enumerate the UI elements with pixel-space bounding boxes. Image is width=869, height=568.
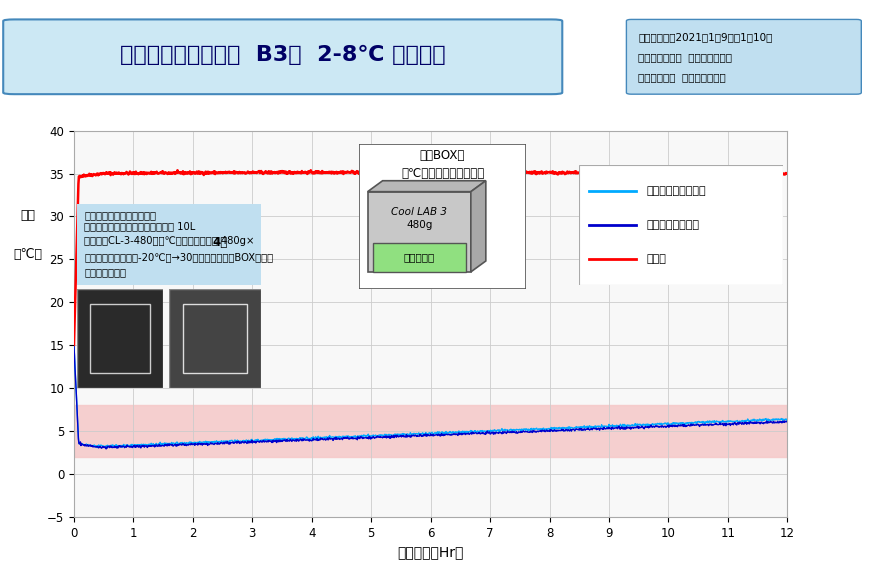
Text: 投入条件：冷凍庫（-20℃）→30分室温放置後、BOX内投入: 投入条件：冷凍庫（-20℃）→30分室温放置後、BOX内投入 bbox=[84, 253, 273, 262]
アルミ内箱内中心部 bbox=[91, 444, 102, 451]
Text: （℃）: （℃） bbox=[13, 248, 42, 261]
Text: 4枚: 4枚 bbox=[212, 236, 228, 249]
アルミ内箱内中心部 bbox=[69, 341, 79, 348]
アルミ内箱内中心部 bbox=[348, 433, 359, 440]
Text: 定温輸送容器セット  B3案  2-8℃ 温度試験: 定温輸送容器セット B3案 2-8℃ 温度試験 bbox=[120, 45, 445, 65]
Text: 試験実施場所：  ㈱スギヤマゲン: 試験実施場所： ㈱スギヤマゲン bbox=[637, 52, 732, 62]
Line: 外気温: 外気温 bbox=[74, 170, 786, 345]
Line: アルミ内箱内スミ: アルミ内箱内スミ bbox=[74, 345, 786, 449]
アルミ内箱内中心部 bbox=[540, 425, 550, 432]
アルミ内箱内スミ bbox=[69, 342, 79, 349]
Text: 試験実施者：  ㈱スギヤマゲン: 試験実施者： ㈱スギヤマゲン bbox=[637, 72, 725, 82]
Text: 使用ボックス　：　発泡ボックス 10L: 使用ボックス ： 発泡ボックス 10L bbox=[84, 222, 196, 232]
外気温 bbox=[348, 170, 359, 177]
外気温 bbox=[305, 167, 315, 174]
Text: ＜温度計測試験実施条件＞: ＜温度計測試験実施条件＞ bbox=[84, 210, 156, 220]
外気温 bbox=[540, 170, 550, 177]
アルミ内箱内中心部 bbox=[781, 417, 792, 424]
外気温 bbox=[366, 169, 376, 176]
アルミ内箱内スミ bbox=[719, 421, 729, 428]
アルミ内箱内中心部 bbox=[657, 420, 667, 427]
アルミ内箱内スミ bbox=[366, 434, 376, 441]
Text: 480g: 480g bbox=[406, 220, 432, 230]
アルミ内箱内スミ bbox=[540, 428, 550, 435]
Bar bbox=[74, 406, 786, 457]
Polygon shape bbox=[368, 181, 485, 191]
Polygon shape bbox=[470, 181, 485, 272]
外気温 bbox=[781, 170, 792, 177]
FancyBboxPatch shape bbox=[626, 19, 860, 94]
アルミ内箱内中心部 bbox=[366, 433, 376, 440]
アルミ内箱内スミ bbox=[101, 445, 111, 452]
Bar bbox=[90, 304, 150, 373]
外気温 bbox=[69, 341, 79, 348]
FancyBboxPatch shape bbox=[73, 202, 264, 287]
Text: Cool LAB 3: Cool LAB 3 bbox=[391, 207, 447, 217]
Text: アルミ内箱内スミ: アルミ内箱内スミ bbox=[646, 220, 699, 230]
Bar bbox=[372, 243, 465, 272]
FancyBboxPatch shape bbox=[3, 19, 561, 94]
Text: ３℃保冷剤セッティング: ３℃保冷剤セッティング bbox=[401, 167, 484, 180]
Bar bbox=[368, 191, 470, 272]
X-axis label: 経過時間（Hr）: 経過時間（Hr） bbox=[397, 545, 463, 559]
アルミ内箱内スミ bbox=[781, 417, 792, 424]
Line: アルミ内箱内中心部: アルミ内箱内中心部 bbox=[74, 345, 786, 448]
Text: アルミ内箱使用: アルミ内箱使用 bbox=[84, 267, 126, 277]
アルミ内箱内スミ bbox=[348, 435, 359, 442]
アルミ内箱内中心部 bbox=[719, 418, 729, 425]
Text: 発泡BOX内: 発泡BOX内 bbox=[420, 149, 465, 162]
Text: 温度: 温度 bbox=[20, 209, 35, 222]
外気温 bbox=[719, 170, 729, 177]
Bar bbox=[182, 304, 247, 373]
アルミ内箱内スミ bbox=[227, 439, 237, 446]
外気温 bbox=[226, 169, 236, 176]
アルミ内箱内中心部 bbox=[227, 437, 237, 444]
Text: 外気温: 外気温 bbox=[646, 254, 666, 264]
Text: アルミ内箱: アルミ内箱 bbox=[403, 252, 434, 262]
Text: 試験実施日：2021年1月9日〜1月10日: 試験実施日：2021年1月9日〜1月10日 bbox=[637, 32, 772, 42]
Text: アルミ内箱内中心部: アルミ内箱内中心部 bbox=[646, 186, 706, 197]
アルミ内箱内スミ bbox=[657, 423, 667, 430]
外気温 bbox=[657, 170, 667, 177]
Text: 保冷剤：CL-3-480（３℃融点保冷剤）　 480g×: 保冷剤：CL-3-480（３℃融点保冷剤） 480g× bbox=[84, 236, 255, 246]
